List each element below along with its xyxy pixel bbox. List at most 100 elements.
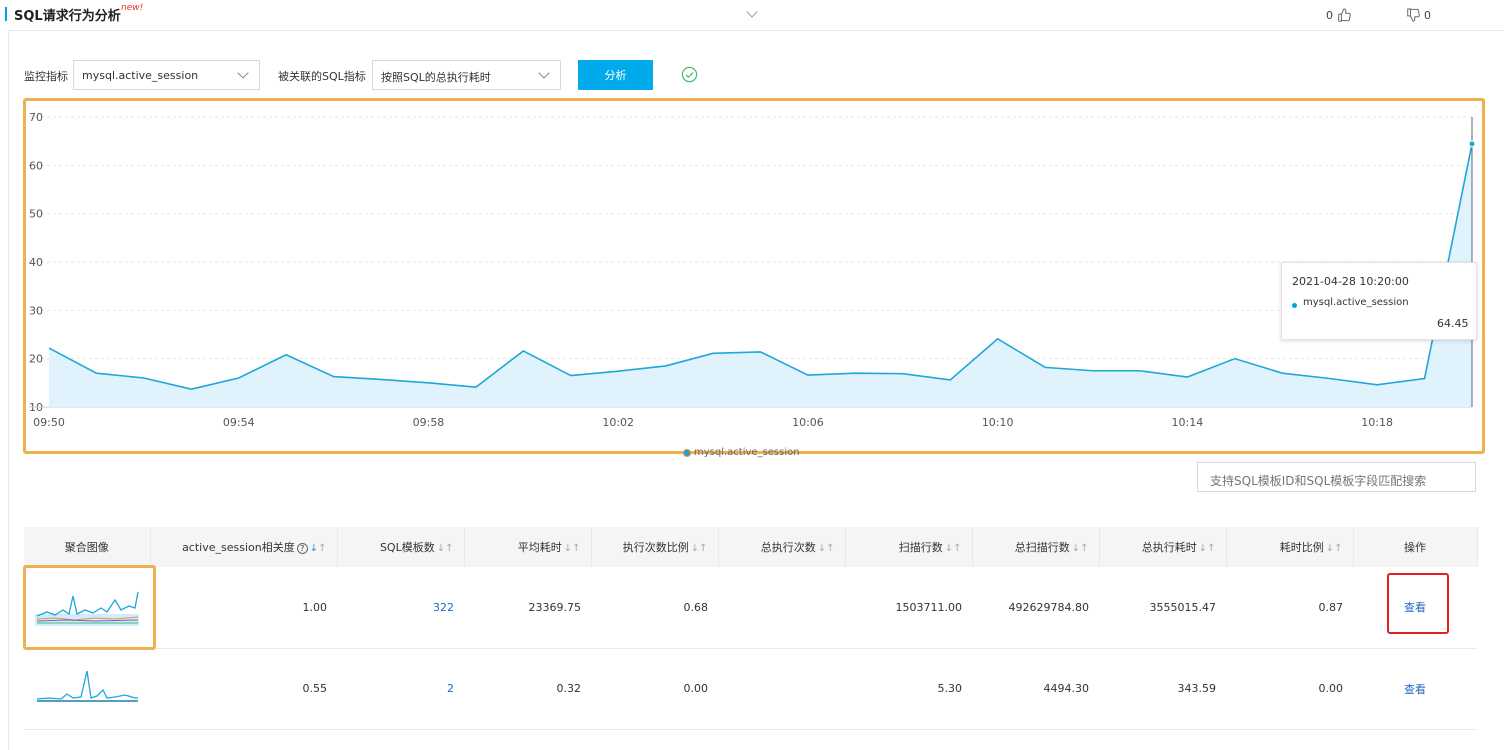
y-tick-label: 30	[29, 304, 43, 317]
time-ratio-cell: 0.00	[1226, 648, 1353, 730]
sort-icon[interactable]: ↓↑	[436, 543, 454, 554]
sort-icon[interactable]: ↓↑	[1325, 543, 1343, 554]
section-header: SQL请求行为分析 new! 0 0	[0, 0, 1504, 30]
col-header-time-ratio[interactable]: 耗时比例 ↓↑	[1226, 527, 1354, 567]
x-tick-label: 10:18	[1361, 416, 1393, 429]
x-tick-label: 10:06	[792, 416, 824, 429]
y-tick-label: 40	[29, 256, 43, 269]
sql-templates-cell[interactable]: 2	[337, 648, 464, 730]
x-tick-label: 10:10	[982, 416, 1014, 429]
col-header-total-time[interactable]: 总执行耗时 ↓↑	[1099, 527, 1227, 567]
sort-icon[interactable]: ↓↑	[817, 543, 835, 554]
sql-metric-select[interactable]: 按照SQL的总执行耗时	[372, 60, 561, 90]
thumbs-up-icon	[1338, 8, 1351, 22]
tooltip-value: 64.45	[1437, 317, 1469, 330]
correlation-cell: 0.55	[150, 648, 337, 730]
new-badge: new!	[121, 3, 144, 13]
total-time-cell: 3555015.47	[1099, 567, 1226, 649]
analysis-panel	[8, 30, 1504, 750]
y-tick-label: 50	[29, 208, 43, 221]
tooltip-series-dot	[1292, 303, 1297, 308]
x-tick-label: 09:58	[413, 416, 445, 429]
analyze-button[interactable]: 分析	[578, 60, 653, 90]
thumbs-down-icon	[1407, 8, 1420, 22]
col-header-sql-templates[interactable]: SQL模板数 ↓↑	[337, 527, 465, 567]
correlation-cell: 1.00	[150, 567, 337, 649]
chart-highlight-box	[23, 98, 1485, 454]
title-accent-bar	[5, 7, 7, 21]
sort-icon[interactable]: ↓↑	[1071, 543, 1089, 554]
col-header-total-exec[interactable]: 总执行次数 ↓↑	[718, 527, 846, 567]
chart-legend[interactable]: mysql.active_session	[683, 447, 800, 458]
tooltip-time: 2021-04-28 10:20:00	[1292, 275, 1409, 288]
view-link[interactable]: 查看	[1404, 682, 1426, 696]
metric-select-value: mysql.active_session	[82, 69, 199, 82]
sql-templates-cell[interactable]: 322	[337, 567, 464, 649]
like-button[interactable]: 0	[1326, 8, 1351, 22]
sort-icon[interactable]: ↓↑	[563, 543, 581, 554]
col-header-image: 聚合图像	[24, 527, 151, 567]
action-cell: 查看	[1353, 567, 1477, 649]
view-link[interactable]: 查看	[1404, 601, 1426, 615]
aggregate-image-cell[interactable]	[24, 648, 150, 730]
sparkline-highlight-box	[23, 565, 156, 650]
sql-analysis-table: 聚合图像 active_session相关度? ↓↑ SQL模板数 ↓↑ 平均耗时 ↓…	[24, 527, 1478, 730]
y-tick-label: 70	[29, 111, 43, 124]
time-ratio-cell: 0.87	[1226, 567, 1353, 649]
col-header-exec-ratio[interactable]: 执行次数比例 ↓↑	[591, 527, 719, 567]
sql-metric-select-value: 按照SQL的总执行耗时	[381, 71, 491, 84]
col-header-scan-rows[interactable]: 扫描行数 ↓↑	[845, 527, 973, 567]
check-circle-icon	[681, 66, 698, 83]
x-tick-label: 09:50	[33, 416, 65, 429]
like-count: 0	[1326, 8, 1333, 22]
metric-label: 监控指标	[24, 70, 68, 83]
exec-ratio-cell: 0.68	[591, 567, 718, 649]
y-tick-label: 60	[29, 159, 43, 172]
total-time-cell: 343.59	[1099, 648, 1226, 730]
data-point	[1468, 140, 1476, 148]
col-header-action: 操作	[1353, 527, 1478, 567]
sort-icon[interactable]: ↓↑	[944, 543, 962, 554]
sql-template-search-input[interactable]	[1197, 462, 1476, 492]
aggregate-image-cell[interactable]	[24, 567, 150, 649]
total-scan-cell: 4494.30	[972, 648, 1099, 730]
x-tick-label: 09:54	[223, 416, 255, 429]
total-exec-cell	[718, 648, 845, 730]
col-header-correlation[interactable]: active_session相关度? ↓↑	[150, 527, 338, 567]
avg-time-cell: 23369.75	[464, 567, 591, 649]
total-scan-cell: 492629784.80	[972, 567, 1099, 649]
y-tick-label: 20	[29, 353, 43, 366]
sql-templates-link[interactable]: 2	[447, 682, 454, 695]
exec-ratio-cell: 0.00	[591, 648, 718, 730]
dislike-button[interactable]: 0	[1406, 8, 1431, 22]
col-header-avg-time[interactable]: 平均耗时 ↓↑	[464, 527, 592, 567]
sql-metric-label: 被关联的SQL指标	[278, 70, 366, 83]
help-icon[interactable]: ?	[296, 543, 308, 554]
total-exec-cell	[718, 567, 845, 649]
view-link-highlight-box	[1387, 573, 1449, 634]
col-header-total-scan[interactable]: 总扫描行数 ↓↑	[972, 527, 1100, 567]
avg-time-cell: 0.32	[464, 648, 591, 730]
tooltip-series-name: mysql.active_session	[1303, 297, 1409, 308]
scan-rows-cell: 1503711.00	[845, 567, 972, 649]
metric-select[interactable]: mysql.active_session	[73, 60, 260, 90]
action-cell: 查看	[1353, 648, 1477, 730]
sort-icon[interactable]: ↓↑	[1198, 543, 1216, 554]
aggregate-sparkline-1[interactable]	[35, 586, 139, 626]
table-row: 0.55 2 0.32 0.00 5.30 4494.30 343.59 0.0…	[24, 648, 1477, 730]
sort-desc-active-icon[interactable]: ↓↑	[309, 543, 327, 554]
table-row: 1.00 322 23369.75 0.68 1503711.00 492629…	[24, 567, 1477, 649]
series-line	[48, 143, 1473, 390]
x-tick-label: 10:14	[1172, 416, 1204, 429]
section-title: SQL请求行为分析	[14, 9, 121, 24]
sort-icon[interactable]: ↓↑	[690, 543, 708, 554]
aggregate-sparkline-2[interactable]	[35, 667, 139, 707]
legend-label: mysql.active_session	[694, 447, 800, 458]
table-header-row: 聚合图像 active_session相关度? ↓↑ SQL模板数 ↓↑ 平均耗时 ↓…	[24, 527, 1478, 567]
x-tick-label: 10:02	[602, 416, 634, 429]
series-area	[49, 143, 1472, 407]
sql-templates-link[interactable]: 322	[433, 600, 454, 614]
dislike-count: 0	[1424, 8, 1431, 22]
legend-dot-icon	[683, 448, 691, 457]
